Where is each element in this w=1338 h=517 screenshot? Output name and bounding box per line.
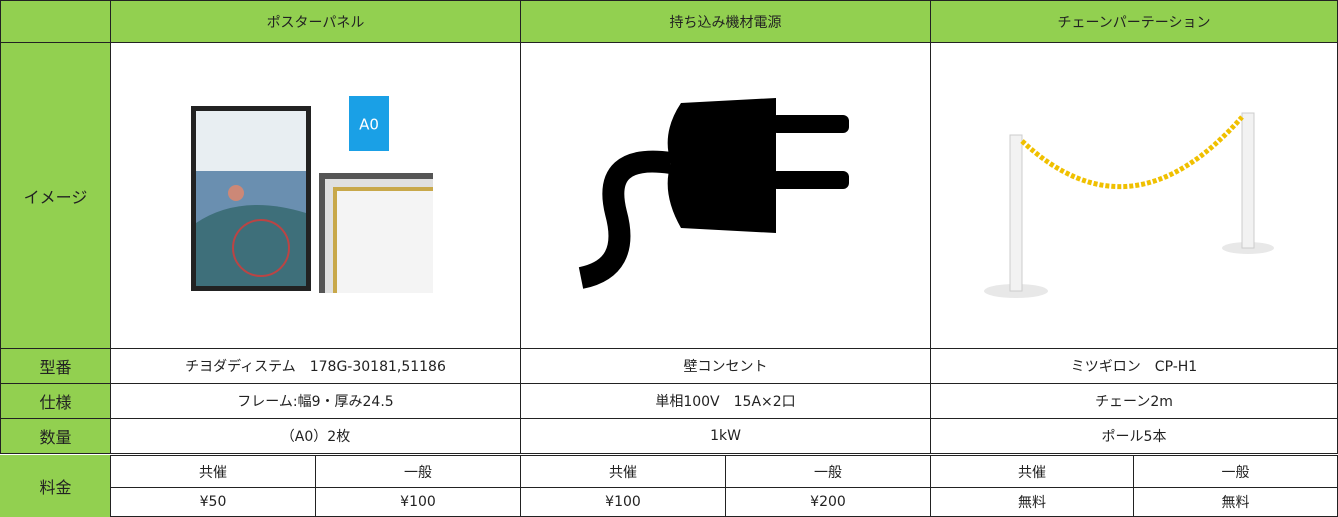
row-label: イメージ xyxy=(0,42,111,349)
stand-image xyxy=(984,112,1274,298)
data-cell: ポール5本 xyxy=(930,418,1338,454)
row-label: 料金 xyxy=(0,455,111,517)
price-value: ¥50 xyxy=(110,487,316,517)
price-header: 一般 xyxy=(1133,455,1338,488)
price-header: 一般 xyxy=(725,455,931,488)
price-value: ¥200 xyxy=(725,487,931,517)
data-cell: 壁コンセント xyxy=(520,348,931,384)
data-cell: （A0）2枚 xyxy=(110,418,521,454)
row-label: 数量 xyxy=(0,418,111,454)
price-header: 共催 xyxy=(520,455,726,488)
data-cell: 単相100V 15A×2口 xyxy=(520,383,931,419)
data-cell: チヨダディステム 178G-30181,51186 xyxy=(110,348,521,384)
price-header: 共催 xyxy=(110,455,316,488)
data-cell: チェーン2m xyxy=(930,383,1338,419)
price-value: 無料 xyxy=(930,487,1134,517)
column-header: ポスターパネル xyxy=(110,0,521,43)
image-cell xyxy=(520,42,931,349)
badge-text: A0 xyxy=(359,116,379,134)
data-cell: フレーム:幅9・厚み24.5 xyxy=(110,383,521,419)
column-header: 持ち込み機材電源 xyxy=(520,0,931,43)
image-cell xyxy=(930,42,1338,349)
plug-image xyxy=(578,98,849,289)
price-value: ¥100 xyxy=(315,487,521,517)
column-header: チェーンパーテーション xyxy=(930,0,1338,43)
row-label: 仕様 xyxy=(0,383,111,419)
data-cell: ミツギロン CP-H1 xyxy=(930,348,1338,384)
row-label: 型番 xyxy=(0,348,111,384)
poster-image: A0 xyxy=(191,96,433,293)
price-header: 一般 xyxy=(315,455,521,488)
price-header: 共催 xyxy=(930,455,1134,488)
image-cell: A0 xyxy=(110,42,521,349)
data-cell: 1kW xyxy=(520,418,931,454)
corner-cell xyxy=(0,0,111,43)
price-value: 無料 xyxy=(1133,487,1338,517)
price-value: ¥100 xyxy=(520,487,726,517)
